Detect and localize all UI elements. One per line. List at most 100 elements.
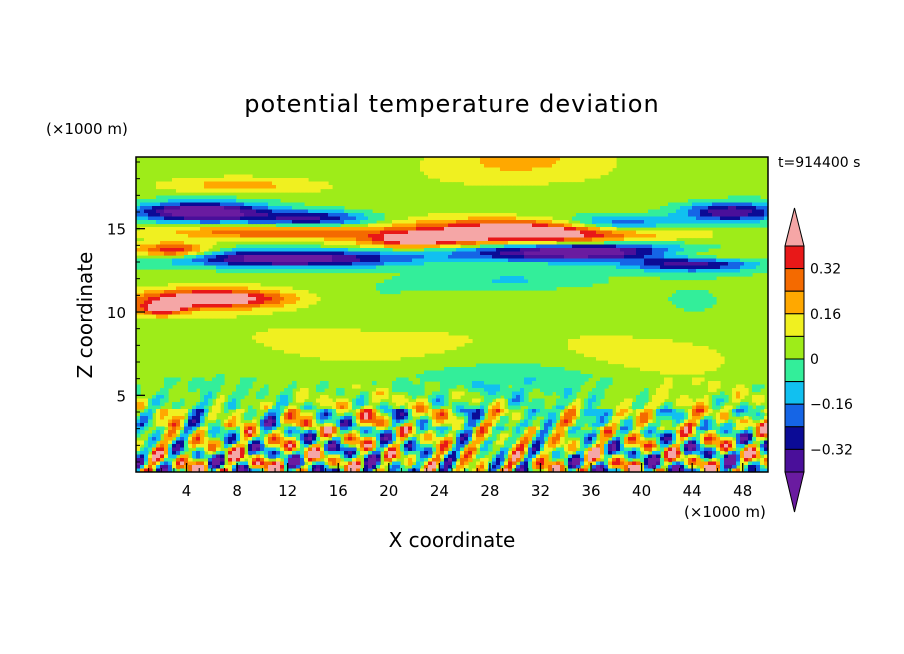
field-cell	[400, 286, 405, 291]
field-cell	[536, 377, 541, 382]
field-cell	[228, 195, 233, 200]
field-cell	[680, 216, 685, 221]
field-cell	[148, 311, 153, 316]
field-cell	[464, 377, 469, 382]
field-cell	[368, 353, 373, 358]
field-cell	[268, 304, 273, 309]
field-cell	[208, 290, 213, 295]
field-cell	[280, 342, 285, 347]
field-cell	[580, 167, 585, 172]
field-cell	[516, 370, 521, 375]
field-cell	[180, 237, 185, 242]
field-cell	[648, 230, 653, 235]
field-cell	[728, 206, 733, 211]
field-cell	[540, 262, 545, 267]
field-cell	[272, 293, 277, 298]
field-cell	[532, 255, 537, 260]
field-cell	[188, 237, 193, 242]
field-cell	[520, 237, 525, 242]
field-cell	[136, 202, 141, 207]
field-cell	[152, 311, 157, 316]
field-cell	[392, 381, 397, 386]
field-cell	[232, 269, 237, 274]
field-cell	[756, 195, 761, 200]
field-cell	[664, 272, 669, 277]
field-cell	[148, 251, 153, 256]
field-cell	[676, 367, 681, 372]
field-cell	[360, 262, 365, 267]
field-cell	[656, 255, 661, 260]
field-cell	[584, 374, 589, 379]
field-cell	[224, 265, 229, 270]
field-cell	[652, 265, 657, 270]
field-cell	[160, 227, 165, 232]
field-cell	[648, 234, 653, 239]
field-cell	[300, 339, 305, 344]
field-cell	[252, 297, 257, 302]
field-cell	[256, 286, 261, 291]
field-cell	[228, 300, 233, 305]
field-cell	[208, 307, 213, 312]
field-cell	[400, 262, 405, 267]
field-cell	[756, 206, 761, 211]
field-cell	[448, 258, 453, 263]
field-cell	[268, 339, 273, 344]
field-cell	[188, 185, 193, 190]
field-cell	[324, 353, 329, 358]
field-cell	[480, 384, 485, 389]
field-cell	[620, 339, 625, 344]
field-cell	[568, 171, 573, 176]
field-cell	[532, 381, 537, 386]
field-cell	[400, 388, 405, 393]
field-cell	[460, 262, 465, 267]
field-cell	[192, 258, 197, 263]
field-cell	[480, 216, 485, 221]
field-cell	[332, 209, 337, 214]
field-cell	[228, 283, 233, 288]
field-cell	[428, 262, 433, 267]
field-cell	[420, 251, 425, 256]
field-cell	[216, 304, 221, 309]
field-cell	[136, 300, 141, 305]
field-cell	[524, 220, 529, 225]
field-cell	[668, 339, 673, 344]
field-cell	[668, 367, 673, 372]
field-cell	[452, 367, 457, 372]
field-cell	[232, 251, 237, 256]
field-cell	[228, 230, 233, 235]
field-cell	[660, 349, 665, 354]
field-cell	[176, 178, 181, 183]
field-cell	[476, 269, 481, 274]
field-cell	[576, 234, 581, 239]
field-cell	[348, 234, 353, 239]
field-cell	[488, 223, 493, 228]
field-cell	[264, 216, 269, 221]
field-cell	[152, 199, 157, 204]
field-cell	[268, 244, 273, 249]
field-cell	[344, 349, 349, 354]
field-cell	[664, 363, 669, 368]
field-cell	[668, 297, 673, 302]
field-cell	[760, 209, 765, 214]
field-cell	[404, 381, 409, 386]
field-cell	[212, 381, 217, 386]
field-cell	[264, 391, 269, 396]
field-cell	[516, 223, 521, 228]
field-cell	[544, 230, 549, 235]
field-cell	[200, 230, 205, 235]
field-cell	[732, 213, 737, 218]
field-cell	[512, 174, 517, 179]
field-cell	[664, 244, 669, 249]
field-cell	[408, 262, 413, 267]
field-cell	[152, 241, 157, 246]
field-cell	[472, 157, 477, 162]
field-cell	[260, 255, 265, 260]
field-cell	[624, 255, 629, 260]
field-cell	[520, 272, 525, 277]
field-cell	[244, 255, 249, 260]
field-cell	[264, 342, 269, 347]
field-cell	[212, 391, 217, 396]
field-cell	[352, 227, 357, 232]
field-cell	[640, 342, 645, 347]
field-cell	[184, 251, 189, 256]
